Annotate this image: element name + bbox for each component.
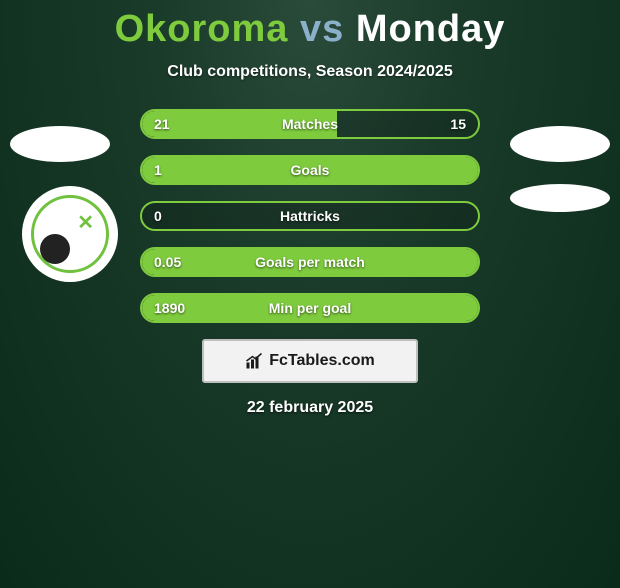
- footer-date: 22 february 2025: [0, 399, 620, 417]
- stat-left-value: 1: [154, 162, 162, 178]
- player1-avatar-placeholder: [10, 126, 110, 162]
- stat-label: Goals: [291, 162, 330, 178]
- chart-icon: [245, 352, 263, 370]
- player2-name: Monday: [356, 8, 506, 50]
- stat-row-min-per-goal: 1890 Min per goal: [140, 293, 480, 323]
- stat-left-value: 21: [154, 116, 170, 132]
- stat-row-goals: 1 Goals: [140, 155, 480, 185]
- stats-container: 21 Matches 15 1 Goals 0 Hattricks 0.05 G…: [140, 109, 480, 323]
- stat-left-value: 0.05: [154, 254, 181, 270]
- player1-club-badge: [22, 186, 118, 282]
- stat-label: Hattricks: [280, 208, 340, 224]
- player2-club-placeholder: [510, 184, 610, 212]
- stat-label: Goals per match: [255, 254, 365, 270]
- comparison-title: Okoroma vs Monday: [0, 8, 620, 51]
- player2-avatar-placeholder: [510, 126, 610, 162]
- stat-right-value: 15: [450, 116, 466, 132]
- stat-row-hattricks: 0 Hattricks: [140, 201, 480, 231]
- fctables-link[interactable]: FcTables.com: [202, 339, 418, 383]
- stat-label: Min per goal: [269, 300, 351, 316]
- stat-left-value: 0: [154, 208, 162, 224]
- stat-row-goals-per-match: 0.05 Goals per match: [140, 247, 480, 277]
- club-badge-icon: [31, 195, 109, 273]
- stat-row-matches: 21 Matches 15: [140, 109, 480, 139]
- player1-name: Okoroma: [115, 8, 289, 50]
- vs-text: vs: [300, 8, 344, 50]
- stat-label: Matches: [282, 116, 338, 132]
- subtitle: Club competitions, Season 2024/2025: [0, 63, 620, 81]
- brand-text: FcTables.com: [269, 352, 375, 370]
- stat-left-value: 1890: [154, 300, 185, 316]
